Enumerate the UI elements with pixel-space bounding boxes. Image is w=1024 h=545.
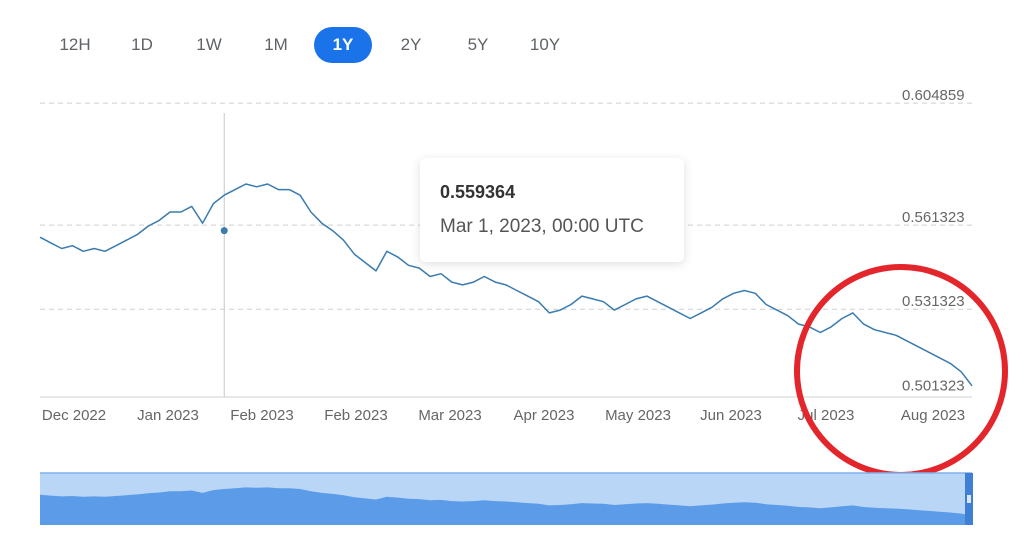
range-button-1m[interactable]: 1M: [264, 35, 288, 54]
navigator-handle-grip: [967, 495, 971, 503]
y-axis: 0.604859 0.561323 0.531323 0.501323: [902, 87, 965, 394]
time-range-selector: 12H 1D 1W 1M 1Y 2Y 5Y 10Y: [42, 26, 579, 64]
y-tick-label: 0.604859: [902, 87, 965, 104]
y-tick-label: 0.531323: [902, 293, 965, 310]
navigator-area: [40, 487, 972, 525]
x-tick-label: May 2023: [605, 407, 671, 424]
y-tick-label: 0.501323: [902, 377, 965, 394]
range-button-12h[interactable]: 12H: [59, 35, 91, 54]
x-axis: Dec 2022 Jan 2023 Feb 2023 Feb 2023 Mar 2023…: [42, 407, 965, 424]
range-button-1y[interactable]: 1Y: [314, 27, 372, 63]
x-tick-label: Dec 2022: [42, 407, 106, 424]
x-tick-label: Aug 2023: [901, 407, 965, 424]
range-button-1d[interactable]: 1D: [131, 35, 153, 54]
crosshair-dot: [220, 227, 228, 235]
x-tick-label: Feb 2023: [230, 407, 293, 424]
range-button-10y[interactable]: 10Y: [529, 35, 561, 54]
annotation-circle: [794, 264, 1008, 478]
tooltip-value: 0.559364: [440, 182, 516, 202]
price-line-series: [39, 183, 973, 387]
range-button-2y[interactable]: 2Y: [400, 35, 422, 54]
y-tick-label: 0.561323: [902, 209, 965, 226]
tooltip-date: Mar 1, 2023, 00:00 UTC: [440, 216, 644, 237]
range-navigator[interactable]: [40, 472, 973, 525]
x-tick-label: Jun 2023: [700, 407, 762, 424]
x-tick-label: Mar 2023: [418, 407, 481, 424]
x-tick-label: Jan 2023: [137, 407, 199, 424]
range-button-1w[interactable]: 1W: [196, 35, 222, 54]
x-tick-label: Feb 2023: [324, 407, 387, 424]
chart-tooltip: 0.559364 Mar 1, 2023, 00:00 UTC: [420, 158, 684, 262]
x-tick-label: Apr 2023: [514, 407, 575, 424]
range-button-5y[interactable]: 5Y: [467, 35, 489, 54]
